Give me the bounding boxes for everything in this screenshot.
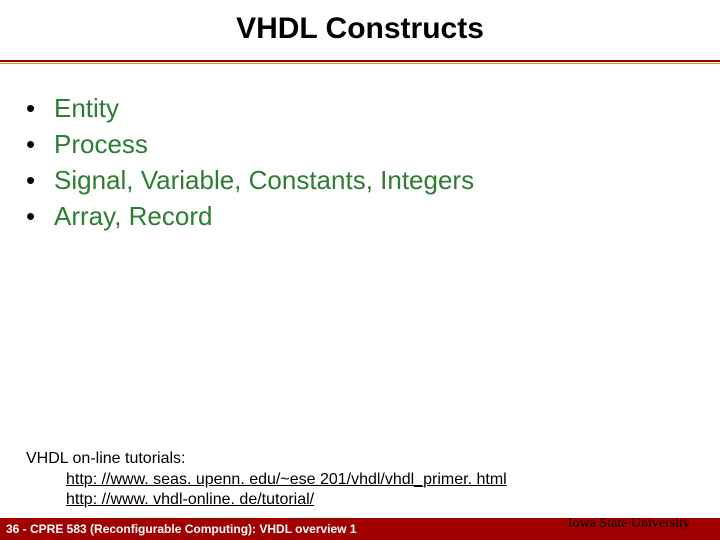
divider-line-secondary (0, 63, 720, 64)
title-divider (0, 60, 720, 64)
bullet-item: Process (26, 126, 474, 162)
tutorial-link[interactable]: http: //www. seas. upenn. edu/~ese 201/v… (66, 470, 507, 490)
slide-footer: 36 - CPRE 583 (Reconfigurable Computing)… (0, 518, 720, 540)
tutorials-section: VHDL on-line tutorials: http: //www. sea… (26, 450, 507, 510)
slide-container: VHDL Constructs Entity Process Signal, V… (0, 0, 720, 540)
footer-left-text: 36 - CPRE 583 (Reconfigurable Computing)… (6, 522, 357, 536)
bullet-list: Entity Process Signal, Variable, Constan… (26, 90, 474, 234)
divider-line-primary (0, 60, 720, 62)
slide-title: VHDL Constructs (0, 12, 720, 46)
bullet-item: Signal, Variable, Constants, Integers (26, 162, 474, 198)
tutorials-label: VHDL on-line tutorials: (26, 450, 507, 468)
bullet-item: Entity (26, 90, 474, 126)
tutorial-link[interactable]: http: //www. vhdl-online. de/tutorial/ (66, 490, 507, 510)
footer-university: Iowa State University (568, 516, 690, 532)
bullet-item: Array, Record (26, 198, 474, 234)
